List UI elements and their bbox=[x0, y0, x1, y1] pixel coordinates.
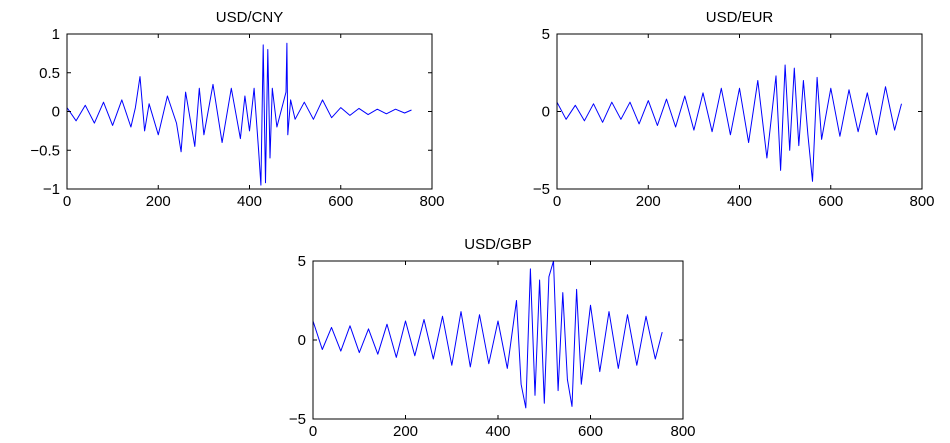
x-tick-label: 400 bbox=[485, 423, 510, 440]
y-tick-label: −0.5 bbox=[30, 142, 60, 159]
y-tick-label: −1 bbox=[43, 181, 60, 198]
x-tick-label: 600 bbox=[328, 193, 353, 210]
x-tick-label: 600 bbox=[578, 423, 603, 440]
series-line bbox=[557, 64, 902, 182]
chart-title: USD/GBP bbox=[464, 236, 532, 253]
series-line bbox=[67, 42, 412, 186]
x-tick-label: 800 bbox=[909, 193, 934, 210]
axes-frame bbox=[66, 33, 433, 190]
x-tick-label: 200 bbox=[636, 193, 661, 210]
x-tick-label: 400 bbox=[237, 193, 262, 210]
y-tick-label: 0 bbox=[542, 104, 550, 121]
x-tick-label: 0 bbox=[63, 193, 71, 210]
series-line bbox=[313, 261, 663, 409]
y-tick-label: 0.5 bbox=[39, 65, 60, 82]
y-tick-label: 5 bbox=[542, 26, 550, 43]
x-tick-label: 800 bbox=[670, 423, 695, 440]
chart-title: USD/EUR bbox=[706, 9, 774, 26]
x-tick-label: 600 bbox=[818, 193, 843, 210]
x-tick-label: 0 bbox=[553, 193, 561, 210]
x-tick-label: 800 bbox=[419, 193, 444, 210]
axes-frame bbox=[556, 33, 923, 190]
y-tick-label: 1 bbox=[52, 26, 60, 43]
x-tick-label: 0 bbox=[309, 423, 317, 440]
x-tick-label: 200 bbox=[393, 423, 418, 440]
y-tick-label: −5 bbox=[289, 411, 306, 428]
x-tick-label: 400 bbox=[727, 193, 752, 210]
axes-frame bbox=[312, 260, 684, 420]
x-tick-label: 200 bbox=[146, 193, 171, 210]
chart-title: USD/CNY bbox=[216, 9, 284, 26]
y-tick-label: −5 bbox=[533, 181, 550, 198]
y-tick-label: 0 bbox=[298, 332, 306, 349]
y-tick-label: 5 bbox=[298, 253, 306, 270]
y-tick-label: 0 bbox=[52, 104, 60, 121]
chart-usd-cny: USD/CNY 0 200 400 600 800 −1 −0.5 0 0.5 1 bbox=[30, 9, 444, 210]
